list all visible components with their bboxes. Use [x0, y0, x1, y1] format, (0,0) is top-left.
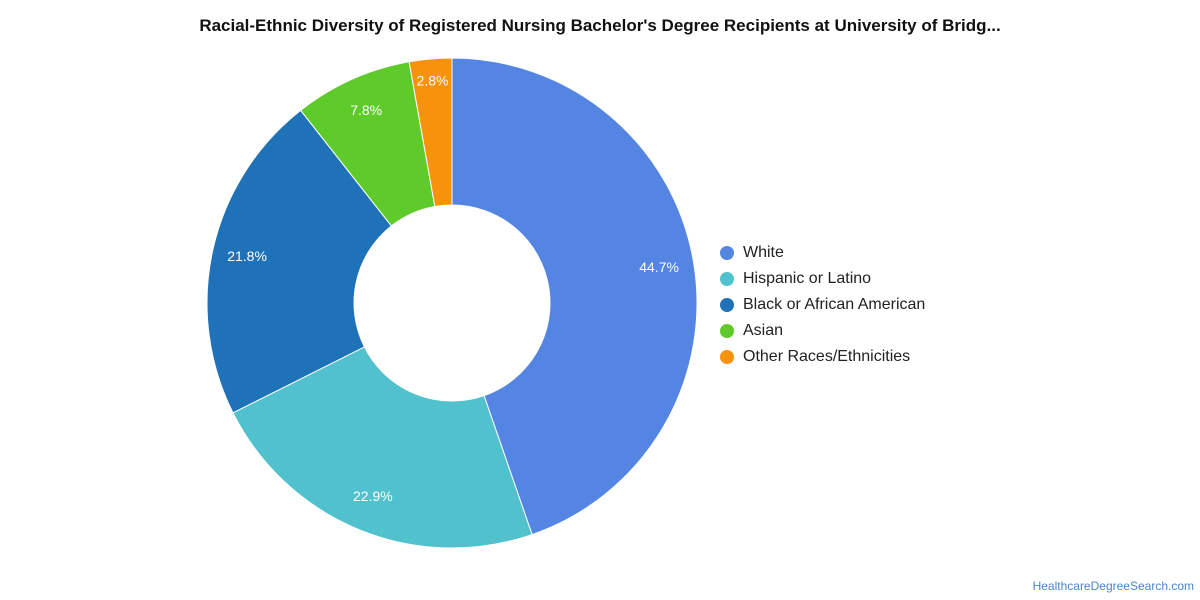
slice-label-other-races-ethnicities: 2.8% [417, 73, 449, 89]
site-watermark-link[interactable]: HealthcareDegreeSearch.com [1032, 579, 1194, 593]
slice-label-black-or-african-american: 21.8% [227, 248, 267, 264]
legend-swatch-icon [720, 298, 734, 312]
legend-item-hispanic-or-latino[interactable]: Hispanic or Latino [720, 266, 925, 292]
legend-label: Asian [743, 322, 784, 339]
legend-item-black-or-african-american[interactable]: Black or African American [720, 292, 925, 318]
slice-white[interactable] [451, 57, 698, 536]
legend-swatch-icon [720, 324, 734, 338]
legend-item-other-races-ethnicities[interactable]: Other Races/Ethnicities [720, 344, 925, 370]
legend-swatch-icon [720, 272, 734, 286]
legend-label: Hispanic or Latino [743, 270, 872, 287]
slice-label-asian: 7.8% [350, 102, 382, 118]
legend-label: Black or African American [743, 296, 926, 313]
legend-swatch-icon [720, 246, 734, 260]
slice-label-white: 44.7% [639, 259, 679, 275]
legend-item-asian[interactable]: Asian [720, 318, 925, 344]
chart-title: Racial-Ethnic Diversity of Registered Nu… [199, 16, 1001, 35]
legend-item-white[interactable]: White [720, 240, 925, 266]
chart-legend: White Hispanic or Latino Black or African … [720, 240, 925, 370]
slice-label-hispanic-or-latino: 22.9% [353, 488, 393, 504]
slice-black-or-african-american[interactable] [206, 109, 393, 414]
legend-label: Other Races/Ethnicities [743, 348, 911, 365]
slice-hispanic-or-latino[interactable] [232, 346, 533, 549]
legend-label: White [743, 244, 784, 261]
legend-swatch-icon [720, 350, 734, 364]
slice-other-races-ethnicities[interactable] [408, 57, 453, 208]
